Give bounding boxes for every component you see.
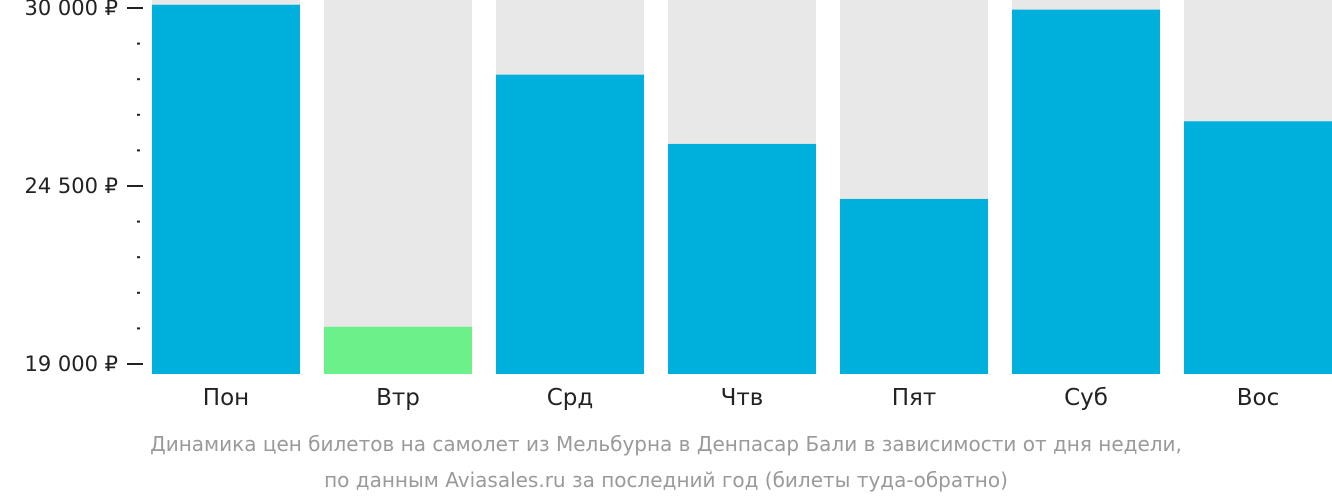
bar-4 — [668, 143, 816, 374]
chart-caption-line-1: Динамика цен билетов на самолет из Мельб… — [150, 432, 1182, 456]
y-tick-label-1: 30 000 ₽ — [24, 0, 118, 20]
y-tick-label-2: 24 500 ₽ — [24, 174, 118, 198]
chart-caption-line-2: по данным Aviasales.ru за последний год … — [324, 468, 1008, 492]
bar-5 — [840, 198, 988, 374]
x-tick-label-1: Пон — [203, 385, 249, 411]
x-tick-label-3: Срд — [547, 385, 594, 411]
price-by-weekday-chart: Пон Втр Срд Чтв Пят Суб Вос 30 000 ₽ 24 500 ₽ 19 … — [24, 0, 1332, 411]
y-tick-label-3: 19 000 ₽ — [24, 352, 118, 376]
bar-7 — [1184, 121, 1332, 374]
bar-6 — [1012, 9, 1160, 374]
x-tick-label-7: Вос — [1237, 385, 1280, 411]
x-tick-label-6: Суб — [1064, 385, 1108, 411]
x-tick-label-5: Пят — [892, 385, 937, 411]
bar-1 — [152, 4, 300, 374]
bar-background-2 — [324, 0, 472, 374]
x-tick-label-4: Чтв — [721, 385, 764, 411]
bar-3 — [496, 74, 644, 374]
x-tick-label-2: Втр — [376, 385, 420, 411]
bar-2 — [324, 326, 472, 374]
